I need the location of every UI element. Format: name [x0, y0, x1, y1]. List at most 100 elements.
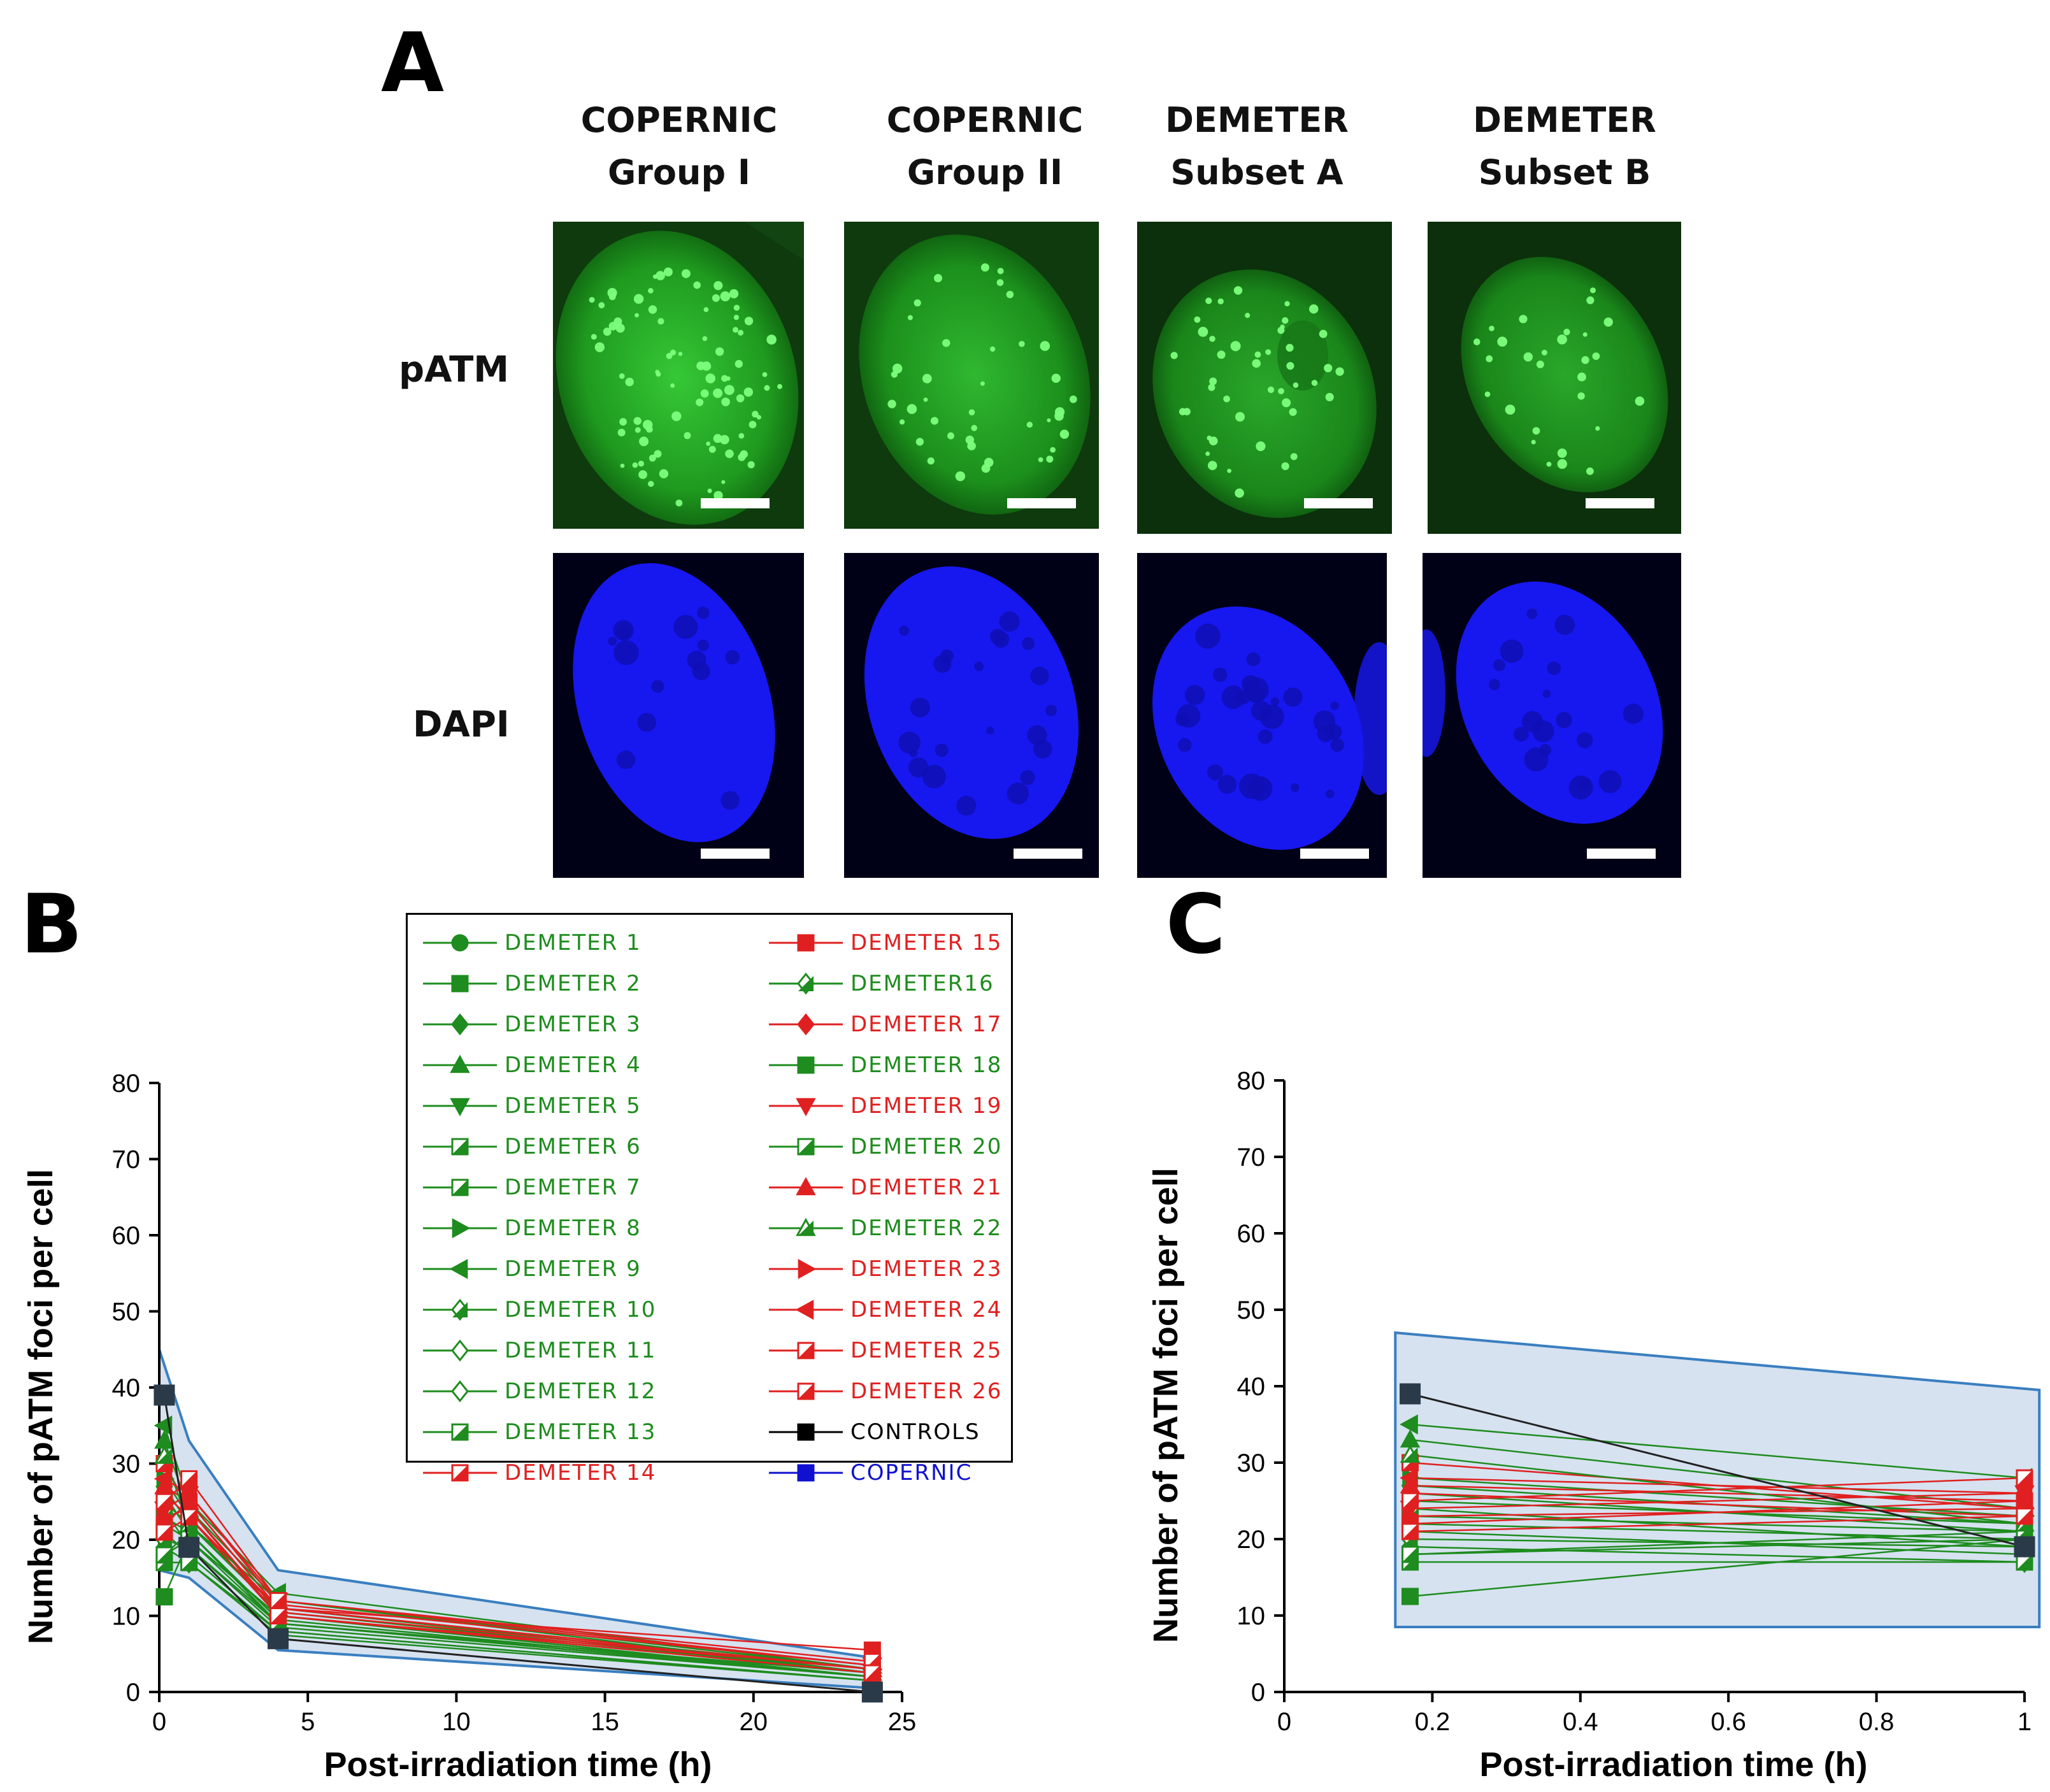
patm-focus	[656, 271, 665, 280]
chromatin-spot	[1027, 725, 1047, 745]
patm-focus	[713, 388, 723, 398]
patm-focus	[1563, 329, 1570, 336]
legend-marker	[796, 1098, 816, 1117]
series-line	[1410, 1492, 2025, 1510]
legend-marker	[798, 1259, 817, 1279]
chromatin-spot	[1270, 697, 1279, 706]
patm-focus	[1230, 341, 1241, 352]
legend-symbol	[423, 1179, 497, 1196]
patm-focus	[1335, 367, 1344, 376]
patm-focus	[1208, 461, 1217, 470]
legend-item: DEMETER 13	[422, 1412, 715, 1452]
y-tick-label: 30	[112, 1451, 141, 1479]
patm-focus	[1194, 316, 1201, 323]
legend-label: DEMETER 20	[850, 1134, 1003, 1159]
legend-label: DEMETER16	[850, 971, 994, 996]
chromatin-spot	[898, 731, 921, 754]
patm-focus	[608, 293, 616, 301]
legend-item: DEMETER 23	[768, 1249, 1061, 1289]
legend-marker-half-fill	[798, 1343, 814, 1358]
patm-focus	[615, 324, 625, 333]
chromatin-spot	[1330, 738, 1344, 752]
patm-focus	[777, 383, 782, 389]
patm-focus	[663, 267, 673, 276]
legend-marker	[797, 934, 815, 952]
legend-marker	[795, 1300, 814, 1320]
patm-focus	[984, 457, 994, 468]
patm-focus	[666, 352, 673, 359]
chromatin-spot	[673, 615, 698, 640]
patm-focus	[1054, 407, 1065, 417]
legend-label: DEMETER 4	[505, 1052, 642, 1078]
legend-column-2: DEMETER 15 DEMETER16 DEMETER 17 DEMETER 18 D…	[768, 922, 1061, 1493]
patm-focus	[675, 499, 683, 506]
patm-focus	[733, 305, 740, 311]
patm-focus	[712, 294, 720, 302]
legend-item: DEMETER 26	[768, 1371, 1061, 1412]
patm-focus	[1557, 459, 1567, 469]
patm-focus	[1581, 356, 1589, 364]
legend-label: DEMETER 19	[850, 1093, 1003, 1119]
legend-label: DEMETER 9	[505, 1256, 642, 1282]
patm-focus	[907, 404, 917, 414]
patm-focus	[652, 274, 657, 279]
chromatin-spot	[1598, 770, 1622, 793]
legend-item: DEMETER 22	[768, 1208, 1061, 1249]
legend-symbol	[423, 1259, 497, 1279]
legend-symbol	[423, 1298, 497, 1321]
patm-focus	[749, 420, 757, 429]
patm-focus	[1198, 327, 1208, 337]
chromatin-spot	[1177, 704, 1201, 728]
data-point	[1401, 1588, 1419, 1605]
legend-label: DEMETER 14	[505, 1460, 657, 1486]
patm-focus	[923, 398, 928, 402]
micrograph-patm-copernic-group-1	[553, 222, 804, 529]
legend-symbol	[423, 1098, 497, 1117]
x-tick-label: 0.2	[1415, 1708, 1451, 1736]
data-point-half-fill	[156, 1547, 172, 1563]
chromatin-spot	[613, 620, 634, 641]
legend-symbol	[769, 972, 843, 995]
data-point	[154, 1468, 173, 1489]
x-tick-label: 0	[152, 1708, 166, 1736]
legend-item: DEMETER 2	[422, 963, 715, 1004]
legend-label: DEMETER 25	[850, 1338, 1003, 1363]
legend-item: DEMETER 18	[768, 1045, 1061, 1086]
legend-item: DEMETER16	[768, 963, 1061, 1004]
legend-marker-half-fill	[452, 1180, 468, 1195]
legend-label: DEMETER 6	[505, 1134, 642, 1159]
patm-focus	[1473, 338, 1480, 345]
x-tick-label: 0.8	[1859, 1708, 1895, 1736]
legend-symbol	[423, 1423, 497, 1441]
patm-focus	[1592, 352, 1600, 360]
column-header-4-line2: Subset B	[1478, 152, 1651, 192]
row-label-patm: pATM	[399, 349, 510, 391]
y-tick-label: 80	[112, 1070, 141, 1098]
data-point-half-fill	[1402, 1524, 1418, 1539]
patm-focus	[706, 441, 711, 446]
patm-focus	[1577, 392, 1585, 400]
chromatin-spot	[922, 764, 946, 789]
legend-label: DEMETER 18	[850, 1052, 1003, 1078]
patm-focus	[971, 425, 977, 431]
legend-symbol	[423, 1380, 497, 1403]
patm-focus	[1209, 377, 1217, 385]
legend-label: DEMETER 1	[505, 930, 642, 956]
x-axis-title: Post-irradiation time (h)	[1479, 1745, 1867, 1784]
patm-focus	[693, 281, 701, 289]
patm-focus	[681, 269, 691, 278]
series-line	[164, 1508, 873, 1670]
chromatin-spot	[1030, 666, 1049, 685]
scale-bar	[1007, 498, 1076, 508]
patm-focus	[1059, 429, 1070, 439]
column-header-3: DEMETER Subset A	[1142, 94, 1372, 199]
patm-focus	[1050, 447, 1056, 453]
patm-focus	[603, 327, 612, 336]
patm-focus	[1256, 441, 1266, 452]
patm-focus	[1233, 286, 1243, 295]
y-axis-title: Number of pATM foci per cell	[22, 1169, 60, 1644]
data-point-half-fill	[1402, 1547, 1418, 1562]
y-tick-label: 70	[112, 1146, 141, 1174]
column-header-3-line2: Subset A	[1170, 152, 1344, 192]
